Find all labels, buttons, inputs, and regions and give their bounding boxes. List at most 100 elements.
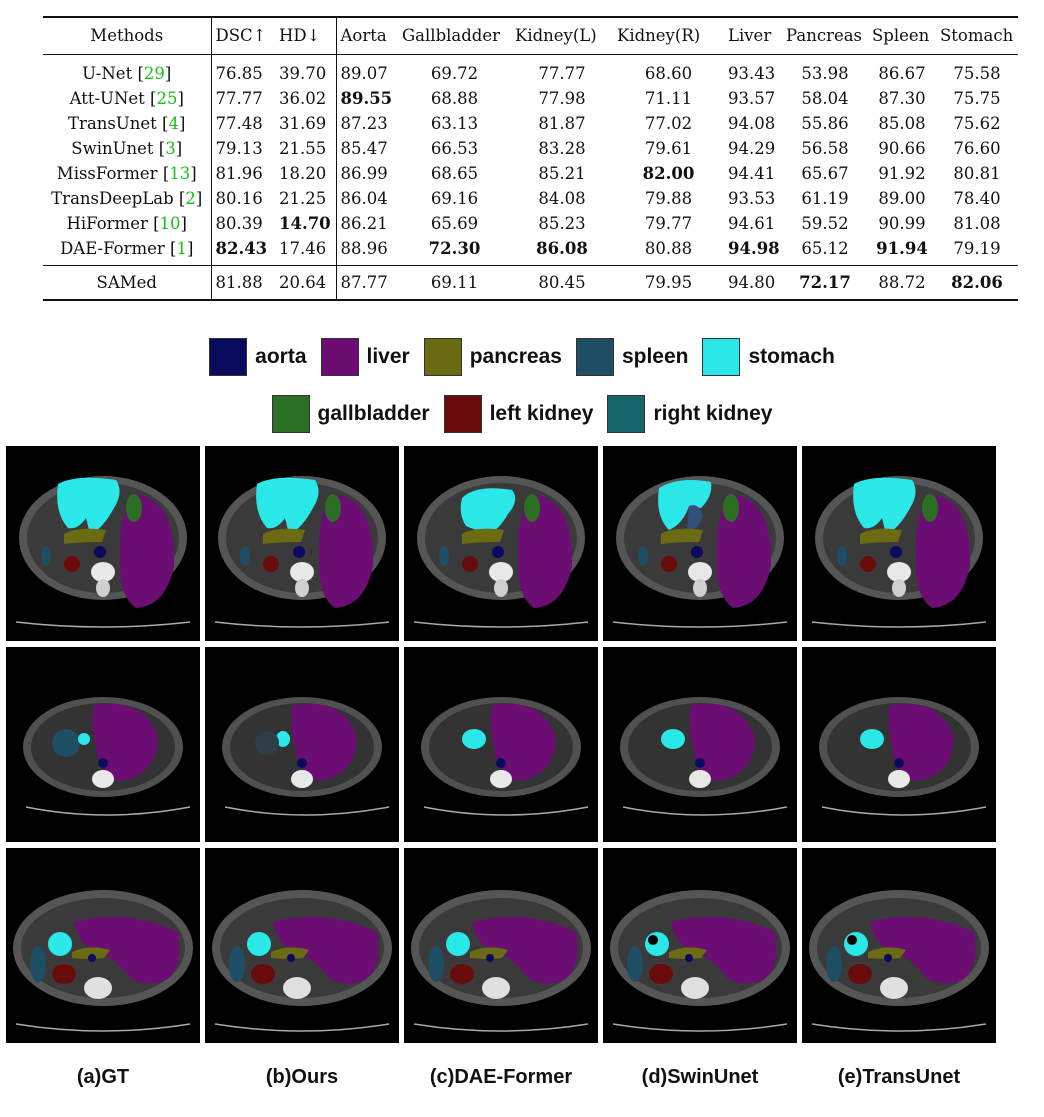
table-cell: 61.19 bbox=[801, 188, 849, 208]
table-cell: 80.45 bbox=[538, 272, 586, 292]
table-cell: 58.04 bbox=[801, 88, 849, 108]
legend-item-right-kidney: right kidney bbox=[607, 395, 772, 433]
citation-link[interactable]: 10 bbox=[159, 213, 181, 233]
table-cell: 55.86 bbox=[801, 113, 849, 133]
table-cell: 89.55 bbox=[335, 85, 398, 111]
table-cell: 14.70 bbox=[279, 213, 331, 233]
column-caption: (e)TransUnet bbox=[837, 1066, 961, 1088]
cite-bracket: [ bbox=[144, 88, 157, 108]
legend-label: right kidney bbox=[653, 402, 773, 425]
table-cell: 65.67 bbox=[801, 163, 849, 183]
citation-link[interactable]: 13 bbox=[169, 163, 191, 183]
column-caption: (a)GT bbox=[76, 1066, 130, 1088]
method-name: DAE-Former [1] bbox=[43, 236, 211, 266]
table-cell: 21.25 bbox=[279, 188, 327, 208]
header-gallbladder: Gallbladder bbox=[402, 26, 501, 46]
method-name: TransDeepLab [2] bbox=[43, 186, 211, 211]
ct-scan-figure bbox=[15, 476, 191, 628]
table-cell: 86.21 bbox=[335, 210, 398, 236]
header-hd: HD↓ bbox=[279, 26, 321, 46]
table-cell: 79.77 bbox=[644, 213, 693, 233]
header-pancreas: Pancreas bbox=[786, 26, 863, 46]
segmentation-image bbox=[603, 446, 797, 641]
ct-scan-figure bbox=[612, 476, 788, 628]
citation-link[interactable]: 29 bbox=[143, 63, 165, 83]
method-name: Att-UNet [25] bbox=[43, 86, 211, 111]
table-row: U-Net [29] 76.85 39.70 89.07 69.72 77.77 68.60… bbox=[43, 54, 1018, 86]
legend-label: spleen bbox=[621, 345, 689, 368]
table-cell: 59.52 bbox=[801, 213, 849, 233]
ct-scan-figure bbox=[413, 476, 589, 628]
table-cell: 68.65 bbox=[430, 163, 479, 183]
table-cell: 53.98 bbox=[801, 63, 849, 83]
table-cell: 94.61 bbox=[728, 213, 776, 233]
ct-scan-figure bbox=[214, 476, 390, 628]
table-cell: 80.88 bbox=[644, 238, 693, 258]
table-cell: 86.99 bbox=[335, 160, 398, 186]
table-cell: 93.43 bbox=[728, 63, 776, 83]
method-label: HiFormer bbox=[66, 213, 148, 233]
citation-link[interactable]: 4 bbox=[168, 113, 180, 133]
cite-bracket: [ bbox=[153, 138, 166, 158]
table-cell: 94.98 bbox=[728, 238, 780, 258]
header-stomach: Stomach bbox=[940, 26, 1014, 46]
table-cell: 81.08 bbox=[953, 213, 1001, 233]
table-cell: 39.70 bbox=[279, 63, 327, 83]
legend-swatch bbox=[423, 338, 462, 376]
method-label: U-Net bbox=[82, 63, 133, 83]
cite-bracket: ] bbox=[187, 238, 194, 258]
table-row: TransUnet [4] 77.48 31.69 87.23 63.13 81.87 77… bbox=[43, 110, 1018, 136]
table-cell: 87.23 bbox=[335, 110, 398, 136]
legend-swatch bbox=[320, 338, 359, 376]
table-cell: 79.95 bbox=[644, 272, 693, 292]
legend-label: stomach bbox=[748, 345, 835, 368]
citation-link[interactable]: 1 bbox=[176, 238, 188, 258]
header-spleen: Spleen bbox=[872, 26, 930, 46]
table-row: DAE-Former [1] 82.43 17.46 88.96 72.30 86.08 8… bbox=[43, 235, 1018, 266]
table-cell: 36.02 bbox=[279, 88, 327, 108]
segmentation-image bbox=[603, 848, 797, 1043]
cite-bracket: ] bbox=[175, 138, 183, 158]
ct-scan-figure bbox=[13, 890, 193, 1032]
citation-link[interactable]: 25 bbox=[156, 88, 178, 108]
ct-scan-figure bbox=[23, 697, 191, 816]
legend-item-liver: liver bbox=[320, 338, 410, 376]
method-label: SwinUnet bbox=[71, 138, 154, 158]
table-cell: 79.88 bbox=[644, 188, 693, 208]
table-cell: 85.21 bbox=[538, 163, 586, 183]
table-cell: 81.88 bbox=[210, 265, 275, 300]
method-name: SwinUnet [3] bbox=[43, 136, 211, 161]
table-cell: 79.61 bbox=[644, 138, 693, 158]
table-row: Att-UNet [25] 77.77 36.02 89.55 68.88 77.98 71… bbox=[43, 85, 1018, 111]
table-cell: 91.94 bbox=[876, 238, 928, 258]
legend-item-aorta: aorta bbox=[209, 338, 307, 376]
results-table-wrapper: Methods DSC↑ HD↓ Aorta Gallbladder Kidne… bbox=[43, 16, 1018, 301]
segmentation-image bbox=[6, 647, 200, 842]
table-cell: 90.66 bbox=[878, 138, 926, 158]
table-cell: 76.60 bbox=[953, 138, 1001, 158]
header-methods: Methods bbox=[90, 26, 164, 46]
table-cell: 81.96 bbox=[210, 160, 275, 186]
segmentation-image bbox=[404, 848, 598, 1043]
table-cell: 85.47 bbox=[335, 135, 398, 161]
table-cell: 21.55 bbox=[279, 138, 327, 158]
citation-link[interactable]: 3 bbox=[165, 138, 176, 158]
table-cell: 91.92 bbox=[878, 163, 926, 183]
table-row: MissFormer [13] 81.96 18.20 86.99 68.65 85.21… bbox=[43, 160, 1018, 186]
legend-swatch bbox=[271, 395, 310, 433]
table-cell: 75.75 bbox=[953, 88, 1001, 108]
column-caption: (c)DAE-Former bbox=[429, 1066, 573, 1088]
table-cell: 68.60 bbox=[644, 63, 693, 83]
table-cell: 77.77 bbox=[210, 85, 275, 111]
segmentation-image bbox=[205, 446, 399, 641]
column-caption: (b)Ours bbox=[265, 1066, 339, 1088]
table-body: U-Net [29] 76.85 39.70 89.07 69.72 77.77 68.60… bbox=[43, 54, 1018, 265]
table-cell: 82.43 bbox=[210, 235, 275, 265]
method-label: MissFormer bbox=[56, 163, 158, 183]
citation-link[interactable]: 2 bbox=[185, 188, 196, 208]
table-cell: 76.85 bbox=[210, 54, 275, 86]
method-name: HiFormer [10] bbox=[43, 211, 211, 236]
table-cell: 71.11 bbox=[644, 88, 693, 108]
legend-item-left-kidney: left kidney bbox=[443, 395, 593, 433]
table-cell: 94.80 bbox=[728, 272, 776, 292]
